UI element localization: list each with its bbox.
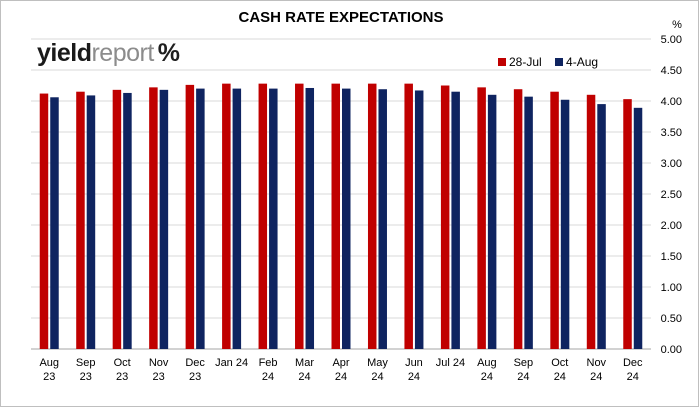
legend-label-series-2: 4-Aug <box>566 55 599 69</box>
bar-series-2 <box>633 107 643 349</box>
bar-series-2 <box>487 94 497 349</box>
x-tick-label: 24 <box>408 371 420 383</box>
bar-series-1 <box>440 85 450 349</box>
x-tick-label: 23 <box>116 371 128 383</box>
y-tick-label: 1.50 <box>661 251 682 263</box>
bar-series-1 <box>39 93 49 349</box>
bar-series-1 <box>367 83 377 349</box>
bar-series-2 <box>232 88 242 349</box>
bar-series-1 <box>222 83 231 349</box>
x-tick-label: 23 <box>80 371 92 383</box>
x-tick-label: Nov <box>149 357 169 369</box>
bar-series-1 <box>112 89 122 349</box>
x-tick-label: 23 <box>189 371 201 383</box>
y-tick-label: 0.50 <box>661 313 682 325</box>
logo-part-yield: yield <box>37 39 92 67</box>
x-tick-label: 23 <box>43 371 55 383</box>
bar-series-2 <box>50 97 59 349</box>
y-tick-label: 0.00 <box>661 344 682 356</box>
y-tick-label: 1.00 <box>661 282 682 294</box>
y-tick-label: 4.00 <box>661 96 682 108</box>
legend-label-series-1: 28-Jul <box>509 55 542 69</box>
logo-part-report: report <box>91 39 154 67</box>
bar-series-1 <box>586 94 596 349</box>
chart-legend: 28-Jul 4-Aug <box>498 55 608 69</box>
bar-series-2 <box>86 95 96 349</box>
bar-series-2 <box>560 99 570 349</box>
bar-series-1 <box>404 83 413 349</box>
x-tick-label: Aug <box>477 357 497 369</box>
x-tick-label: Jan 24 <box>215 357 248 369</box>
bar-series-2 <box>196 88 205 349</box>
x-tick-label: Dec <box>185 357 205 369</box>
bar-series-1 <box>477 87 486 350</box>
legend-swatch-series-2 <box>555 58 564 66</box>
x-tick-label: Jun <box>405 357 423 369</box>
bar-series-2 <box>123 92 132 349</box>
bar-series-1 <box>331 83 340 349</box>
bar-series-1 <box>258 83 268 349</box>
x-tick-label: 24 <box>554 371 566 383</box>
x-tick-label: Aug <box>39 357 59 369</box>
x-tick-label: 23 <box>153 371 165 383</box>
x-tick-label: Sep <box>76 357 96 369</box>
y-tick-label: 2.50 <box>661 189 682 201</box>
x-tick-label: Jul 24 <box>436 357 465 369</box>
bar-series-2 <box>414 90 424 350</box>
x-tick-label: 24 <box>627 371 639 383</box>
legend-item-series-2: 4-Aug <box>555 55 598 69</box>
bar-series-1 <box>550 91 559 349</box>
bar-series-2 <box>524 96 533 349</box>
bar-series-2 <box>451 91 460 349</box>
y-tick-label: 3.00 <box>661 158 682 170</box>
y-tick-label: 2.00 <box>661 220 682 232</box>
x-tick-label: Apr <box>332 357 349 369</box>
x-tick-label: May <box>367 357 388 369</box>
bar-series-2 <box>597 104 606 349</box>
y-tick-label: 3.50 <box>661 127 682 139</box>
x-tick-label: Oct <box>551 357 568 369</box>
y-tick-label: 5.00 <box>661 34 682 46</box>
x-tick-label: Feb <box>259 357 278 369</box>
bar-series-1 <box>149 87 158 350</box>
bar-series-1 <box>623 99 632 349</box>
legend-item-series-1: 28-Jul <box>498 55 542 69</box>
bar-series-1 <box>185 84 195 349</box>
bar-series-2 <box>342 88 351 349</box>
bar-series-2 <box>305 87 315 349</box>
x-tick-label: 24 <box>517 371 529 383</box>
y-unit-label: % <box>672 19 682 31</box>
x-tick-label: 24 <box>335 371 347 383</box>
x-tick-label: 24 <box>262 371 274 383</box>
x-tick-label: 24 <box>481 371 493 383</box>
y-tick-label: 4.50 <box>661 65 682 77</box>
yieldreport-logo: yieldreport% <box>37 38 180 68</box>
bar-series-1 <box>295 83 304 349</box>
logo-percent-icon: % <box>157 39 180 67</box>
legend-swatch-series-1 <box>498 58 506 66</box>
x-tick-label: 24 <box>590 371 602 383</box>
x-tick-label: 24 <box>371 371 383 383</box>
x-tick-label: Dec <box>623 357 643 369</box>
x-tick-label: 24 <box>298 371 310 383</box>
bar-series-1 <box>513 89 523 349</box>
chart-title: CASH RATE EXPECTATIONS <box>238 9 444 26</box>
bar-series-1 <box>76 91 85 349</box>
x-tick-label: Sep <box>514 357 534 369</box>
x-tick-label: Nov <box>587 357 607 369</box>
x-tick-label: Mar <box>295 357 314 369</box>
bar-series-2 <box>159 89 169 349</box>
bar-series-2 <box>269 88 278 349</box>
x-tick-label: Oct <box>114 357 131 369</box>
bar-series-2 <box>378 89 387 349</box>
